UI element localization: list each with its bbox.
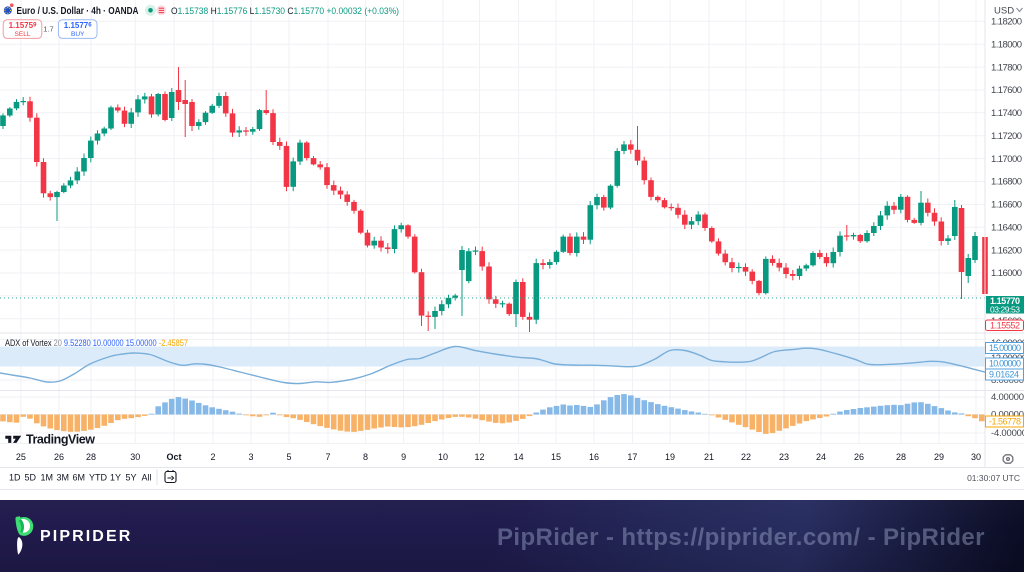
- svg-text:26: 26: [854, 452, 864, 462]
- svg-text:30: 30: [971, 452, 981, 462]
- svg-text:5D: 5D: [25, 473, 37, 483]
- svg-text:ADX of Vortex 20 9.52280 10.00: ADX of Vortex 20 9.52280 10.00000 15.000…: [5, 338, 188, 348]
- svg-text:3: 3: [248, 452, 253, 462]
- svg-text:1D: 1D: [9, 473, 21, 483]
- svg-text:30: 30: [130, 452, 140, 462]
- svg-text:10.00000: 10.00000: [989, 358, 1021, 368]
- svg-text:SELL: SELL: [15, 31, 31, 38]
- svg-text:-1.56778: -1.56778: [989, 416, 1021, 426]
- svg-text:1.15552: 1.15552: [990, 320, 1020, 330]
- svg-text:1.16200: 1.16200: [991, 245, 1022, 256]
- svg-text:1.7: 1.7: [43, 25, 53, 34]
- svg-text:29: 29: [934, 452, 944, 462]
- svg-text:2: 2: [210, 452, 215, 462]
- svg-text:14: 14: [514, 452, 524, 462]
- svg-text:BUY: BUY: [71, 31, 85, 38]
- svg-text:15.00000: 15.00000: [989, 343, 1021, 353]
- svg-text:Euro / U.S. Dollar · 4h · OAND: Euro / U.S. Dollar · 4h · OANDA: [17, 5, 139, 17]
- svg-text:01:30:07 UTC: 01:30:07 UTC: [967, 473, 1020, 483]
- svg-text:4.00000: 4.00000: [991, 392, 1024, 403]
- svg-text:7: 7: [325, 452, 330, 462]
- svg-text:1.15770: 1.15770: [990, 296, 1020, 306]
- svg-text:0.00000: 0.00000: [991, 410, 1024, 421]
- svg-text:1.18000: 1.18000: [991, 39, 1022, 50]
- svg-text:1.16800: 1.16800: [991, 177, 1022, 188]
- svg-text:All: All: [142, 473, 152, 483]
- svg-text:5: 5: [286, 452, 291, 462]
- svg-text:10: 10: [438, 452, 448, 462]
- svg-text:22: 22: [741, 452, 751, 462]
- svg-text:1.17000: 1.17000: [991, 154, 1022, 165]
- svg-text:1Y: 1Y: [110, 473, 121, 483]
- svg-text:1.15776: 1.15776: [64, 21, 92, 30]
- svg-text:1.18200: 1.18200: [991, 17, 1022, 28]
- svg-text:24: 24: [816, 452, 826, 462]
- svg-text:16: 16: [589, 452, 599, 462]
- svg-text:1.16400: 1.16400: [991, 222, 1022, 233]
- svg-text:03:29:53: 03:29:53: [990, 304, 1020, 314]
- svg-text:23: 23: [779, 452, 789, 462]
- svg-text:8: 8: [363, 452, 368, 462]
- svg-text:3M: 3M: [57, 473, 70, 483]
- svg-text:1.17600: 1.17600: [991, 85, 1022, 96]
- svg-text:21: 21: [704, 452, 714, 462]
- svg-text:25: 25: [16, 452, 26, 462]
- svg-text:1.17200: 1.17200: [991, 131, 1022, 142]
- svg-text:USD: USD: [994, 6, 1014, 17]
- svg-text:O1.15738 H1.15776 L1.15730 C1.: O1.15738 H1.15776 L1.15730 C1.15770 +0.0…: [171, 6, 399, 17]
- svg-text:Oct: Oct: [166, 452, 181, 462]
- svg-text:19: 19: [665, 452, 675, 462]
- svg-text:TradingView: TradingView: [26, 432, 95, 446]
- svg-text:YTD: YTD: [89, 473, 108, 483]
- svg-text:12: 12: [474, 452, 484, 462]
- svg-text:1.17800: 1.17800: [991, 62, 1022, 73]
- svg-text:-4.00000: -4.00000: [991, 428, 1024, 439]
- svg-text:1.17400: 1.17400: [991, 108, 1022, 119]
- svg-text:1.15759: 1.15759: [9, 21, 37, 30]
- svg-text:28: 28: [86, 452, 96, 462]
- svg-text:6M: 6M: [73, 473, 86, 483]
- svg-text:9: 9: [401, 452, 406, 462]
- svg-text:1M: 1M: [41, 473, 54, 483]
- svg-text:5Y: 5Y: [126, 473, 137, 483]
- svg-text:1.16000: 1.16000: [991, 268, 1022, 279]
- svg-text:26: 26: [54, 452, 64, 462]
- svg-text:1.16600: 1.16600: [991, 200, 1022, 211]
- svg-text:17: 17: [627, 452, 637, 462]
- svg-text:28: 28: [896, 452, 906, 462]
- svg-text:15: 15: [551, 452, 561, 462]
- svg-text:9.01624: 9.01624: [989, 369, 1019, 379]
